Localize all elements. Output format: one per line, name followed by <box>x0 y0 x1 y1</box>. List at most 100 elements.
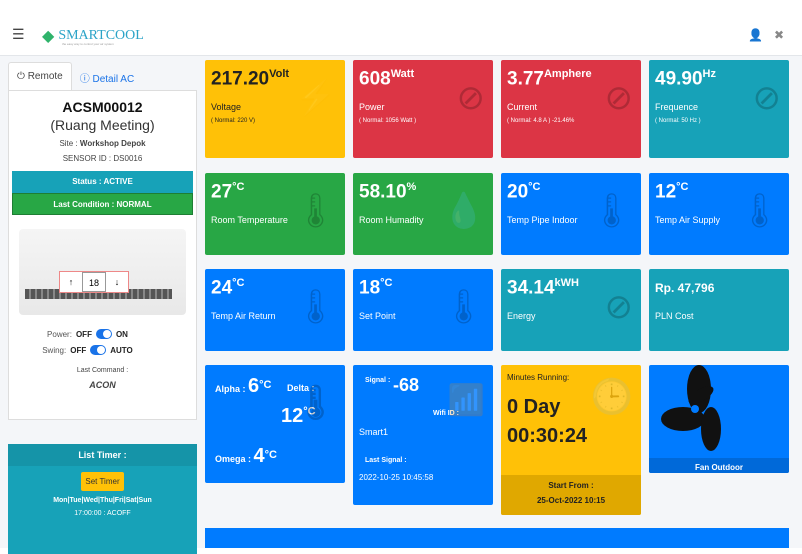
return-temp-value: 24 <box>211 277 233 299</box>
current-label: Current <box>507 102 538 113</box>
current-value: 3.77 <box>507 68 544 90</box>
pln-cost-value: Rp. 47,796 <box>655 281 715 295</box>
swing-toggle[interactable] <box>90 345 107 355</box>
temp-down-button[interactable]: ↓ <box>114 277 120 287</box>
power-icon: ⏻ <box>17 71 25 82</box>
temp-control: ↑ 18 ↓ <box>59 271 129 293</box>
expand-icon[interactable]: ✖ <box>774 28 785 42</box>
room-temp-tile: 27°C Room Temperature 🌡 <box>205 173 345 255</box>
omega-unit: °C <box>264 449 277 461</box>
minutes-running-tile: Minutes Running: 0 Day 00:30:24 🕒 Start … <box>501 365 641 515</box>
omega-value: 4 <box>253 445 265 467</box>
power-off-icon: ⊘ <box>752 79 782 117</box>
frequence-label: Frequence <box>655 102 699 113</box>
info-icon: ⓘ <box>79 74 90 85</box>
temp-up-button[interactable]: ↑ <box>68 277 74 287</box>
swing-off-label: OFF <box>70 345 87 355</box>
set-point-value: 18 <box>359 277 381 299</box>
power-off-icon: ⊘ <box>604 288 634 326</box>
temp-value: 18 <box>82 272 106 292</box>
room-temp-label: Room Temperature <box>211 215 288 226</box>
thermometer-icon: 🌡 <box>737 192 781 230</box>
alpha-label: Alpha : <box>215 384 246 394</box>
room-temp-unit: °C <box>232 181 245 193</box>
top-header: ☰ ◆ SMARTCOOL the easy way to control yo… <box>0 14 802 56</box>
logo-mark-icon: ◆ <box>42 28 55 45</box>
alpha-value: 6 <box>248 375 260 397</box>
power-on-label: ON <box>115 329 128 339</box>
supply-temp-label: Temp Air Supply <box>655 215 721 226</box>
current-tile: 3.77Amphere Current ( Normal: 4.8 A ) -2… <box>501 60 641 158</box>
thermometer-icon: 🌡 <box>589 192 633 230</box>
return-temp-unit: °C <box>232 277 245 289</box>
energy-unit: kWH <box>554 277 579 289</box>
power-unit: Watt <box>390 68 415 80</box>
return-temp-label: Temp Air Return <box>211 311 276 322</box>
set-point-label: Set Point <box>359 311 396 322</box>
voltage-unit: Volt <box>269 68 290 80</box>
humidity-label: Room Humadity <box>359 215 424 226</box>
room-temp-value: 27 <box>211 181 233 203</box>
pln-cost-tile: Rp. 47,796 PLN Cost <box>649 269 789 351</box>
logo: ◆ SMARTCOOL the easy way to control your… <box>42 26 144 46</box>
power-value: 608 <box>359 68 391 90</box>
tab-label: Remote <box>27 71 63 82</box>
pipe-temp-label: Temp Pipe Indoor <box>507 215 578 226</box>
delta-label: Delta : <box>287 383 315 393</box>
tab-remote[interactable]: ⏻ Remote <box>8 62 72 90</box>
tab-label: Detail AC <box>92 74 135 85</box>
power-tile: 608Watt Power ( Normal: 1056 Watt ) ⊘ <box>353 60 493 158</box>
voltage-note: ( Normal: 220 V) <box>211 118 256 125</box>
timer-days: Mon|Tue|Wed|Thu|Fri|Sat|Sun <box>53 497 152 504</box>
fan-icon <box>661 365 721 451</box>
bottom-panel <box>205 528 789 548</box>
room-name: (Ruang Meeting) <box>50 117 155 133</box>
last-command: ACON <box>89 380 116 390</box>
set-timer-button[interactable]: Set Timer <box>81 472 124 491</box>
tab-detail-ac[interactable]: ⓘ Detail AC <box>72 62 142 90</box>
site-value: Workshop Depok <box>79 139 146 148</box>
hamburger-icon[interactable]: ☰ <box>12 26 25 42</box>
signal-label: Signal : <box>365 377 391 384</box>
pln-cost-label: PLN Cost <box>655 311 694 321</box>
humidity-unit: % <box>406 181 417 193</box>
pipe-temp-value: 20 <box>507 181 529 203</box>
sidebar: ⏻ Remote ⓘ Detail AC ACSM00012 (Ruang Me… <box>8 62 197 554</box>
room-humidity-tile: 58.10% Room Humadity 💧 <box>353 173 493 255</box>
current-note: ( Normal: 4.8 A ) -21.46% <box>507 118 575 125</box>
fan-outdoor-label: Fan Outdoor <box>649 458 789 473</box>
droplet-icon: 💧 <box>442 192 485 230</box>
fan-outdoor-tile: Fan Outdoor <box>649 365 789 473</box>
timer-panel: List Timer : Set Timer Mon|Tue|Wed|Thu|F… <box>8 444 197 554</box>
ac-unit-image: ↑ 18 ↓ <box>19 229 186 315</box>
wifi-id-label: Wifi ID : <box>433 410 459 417</box>
timer-title: List Timer : <box>8 444 197 466</box>
power-off-icon: ⊘ <box>604 79 634 117</box>
status-badge: Status : ACTIVE <box>12 171 193 193</box>
voltage-value: 217.20 <box>211 68 270 90</box>
omega-label: Omega : <box>215 454 252 464</box>
timer-entry: 17:00:00 : ACOFF <box>74 510 131 517</box>
thermometer-icon: 🌡 <box>293 384 337 422</box>
site-label: Site : <box>59 139 78 148</box>
voltage-label: Voltage <box>211 102 242 113</box>
start-from-label: Start From : <box>548 481 594 490</box>
supply-temp-tile: 12°C Temp Air Supply 🌡 <box>649 173 789 255</box>
power-toggle[interactable] <box>95 329 112 339</box>
condition-badge: Last Condition : NORMAL <box>12 193 193 215</box>
thermometer-icon: 🌡 <box>293 192 337 230</box>
energy-value: 34.14 <box>507 277 555 299</box>
frequence-tile: 49.90Hz Frequence ( Normal: 50 Hz ) ⊘ <box>649 60 789 158</box>
logo-tagline: the easy way to control your air system <box>62 42 114 46</box>
power-label: Power: <box>47 329 72 339</box>
frequence-note: ( Normal: 50 Hz ) <box>655 118 701 125</box>
delta-value: 12 <box>281 405 304 427</box>
pipe-temp-tile: 20°C Temp Pipe Indoor 🌡 <box>501 173 641 255</box>
thermometer-icon: 🌡 <box>293 288 337 326</box>
user-icon[interactable]: 👤 <box>748 28 763 42</box>
swing-label: Swing: <box>42 345 67 355</box>
power-label: Power <box>359 102 385 113</box>
energy-tile: 34.14kWH Energy ⊘ <box>501 269 641 351</box>
return-temp-tile: 24°C Temp Air Return 🌡 <box>205 269 345 351</box>
humidity-value: 58.10 <box>359 181 407 203</box>
